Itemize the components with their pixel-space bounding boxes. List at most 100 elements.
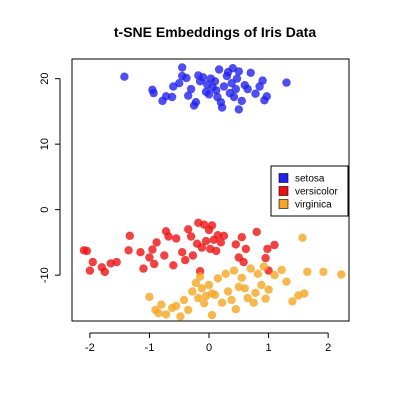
data-point [194,293,203,303]
y-tick-label: 10 [39,138,51,150]
data-point [229,266,239,275]
data-point [234,105,243,114]
data-point [257,280,266,290]
data-point [145,253,154,262]
data-point [176,312,185,321]
data-point [139,264,148,273]
legend-swatch-virginica [278,199,289,209]
data-point [179,295,189,305]
data-point [184,225,193,234]
data-point [212,86,221,95]
plot-area-border [71,58,350,322]
data-point [277,265,286,275]
data-point [282,78,291,87]
data-point [191,98,201,107]
chart-title: t-SNE Embeddings of Iris Data [114,24,316,40]
data-point [161,310,171,319]
data-point [175,79,184,88]
data-point [216,238,226,247]
data-point [231,305,240,314]
data-point [160,251,169,260]
data-point [207,310,217,320]
data-point [85,266,95,275]
data-point [251,89,260,98]
series-virginica [145,233,346,321]
data-point [262,92,271,101]
data-point [337,270,346,279]
data-point [239,257,248,267]
data-point [264,285,273,294]
x-tick-label: -1 [145,342,155,354]
data-point [227,295,236,305]
data-point [253,269,263,278]
data-point [210,290,220,299]
legend-swatch-versicolor [278,186,289,196]
y-tick-label: -10 [39,267,51,283]
data-point [184,91,193,100]
data-point [237,96,246,106]
data-point [182,73,191,83]
legend-label-virginica: virginica [295,200,332,211]
y-tick-label: 0 [39,207,51,213]
data-point [213,274,223,283]
x-tick-label: -2 [85,342,95,354]
data-point [197,284,207,293]
data-point [136,248,145,257]
data-point [212,246,221,256]
data-point [125,231,134,240]
x-tick-label: 0 [206,342,212,354]
y-axis: -10 0 10 20 [39,73,61,283]
data-point [186,232,196,241]
data-point [157,300,166,309]
data-point [112,257,121,267]
series-setosa [120,63,291,114]
data-point [188,251,198,260]
data-point [298,233,307,242]
data-point [261,294,270,303]
data-point [270,240,279,250]
data-point [204,90,214,99]
data-point [237,273,246,282]
data-point [172,234,181,243]
data-point [186,84,196,94]
x-tick-label: 1 [266,342,272,354]
legend: setosa versicolor virginica [270,165,349,217]
data-point [197,243,207,252]
y-tick-label: 20 [39,73,51,85]
data-point [241,244,251,254]
data-point [184,305,193,315]
data-point [303,267,312,277]
data-point [82,246,92,256]
legend-label-setosa: setosa [295,174,325,185]
data-point [195,272,205,281]
data-point [246,68,255,78]
data-point [188,287,197,296]
data-point [319,267,328,277]
data-point [243,84,252,94]
legend-swatch-setosa [278,173,289,183]
data-point [198,73,208,82]
data-point [152,238,161,247]
data-point [207,221,217,230]
data-point [246,264,255,273]
data-point [178,63,187,72]
data-point [219,82,229,91]
data-point [149,88,158,98]
data-point [145,292,154,301]
data-point [178,248,187,257]
data-point [258,76,267,85]
data-point [223,287,233,296]
series-versicolor [79,218,279,277]
data-point [150,259,159,269]
data-point [120,72,129,81]
data-point [214,65,224,74]
data-point [172,301,181,311]
data-point [270,270,279,280]
data-point [217,298,227,307]
data-point [282,277,291,286]
data-point [251,288,260,297]
data-point [210,77,220,86]
data-point [148,245,157,254]
data-point [154,308,163,318]
